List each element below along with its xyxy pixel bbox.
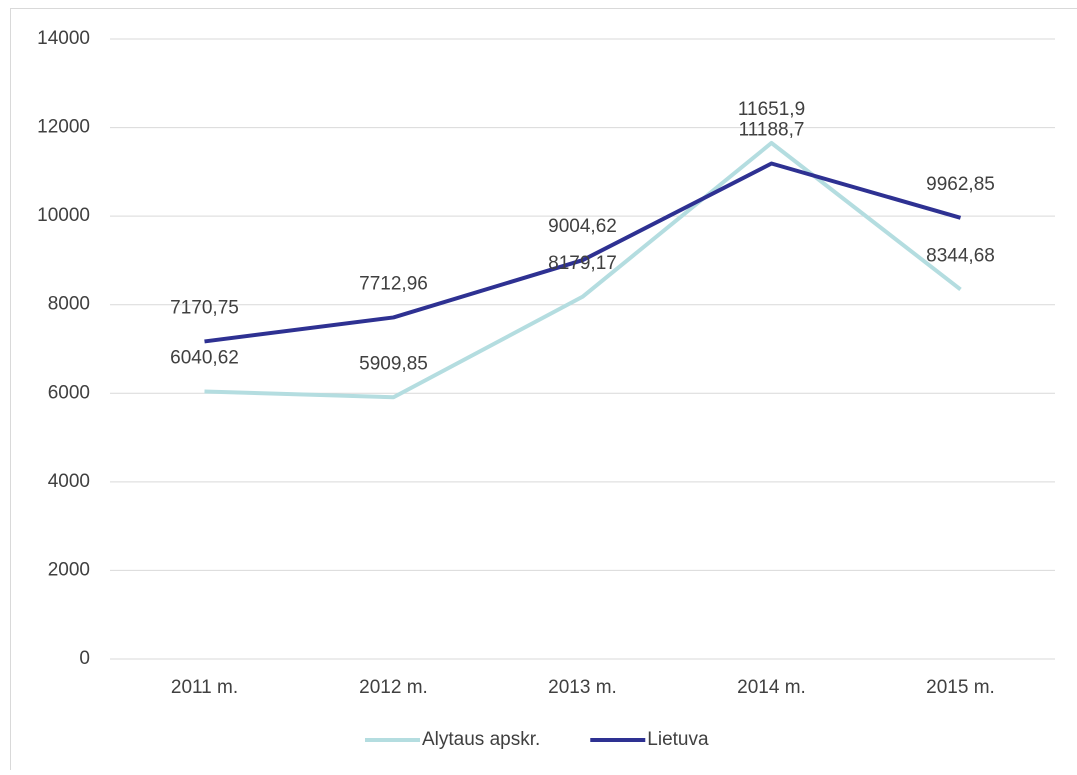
data-label: 7712,96 <box>359 273 428 294</box>
data-label: 9962,85 <box>926 174 995 195</box>
x-tick-label: 2011 m. <box>171 677 238 698</box>
y-tick-label: 14000 <box>37 28 90 49</box>
x-tick-label: 2013 m. <box>548 677 617 698</box>
y-tick-label: 4000 <box>48 471 90 492</box>
data-label: 7170,75 <box>170 297 239 318</box>
y-tick-label: 6000 <box>48 382 90 403</box>
data-label: 11651,9 <box>738 99 805 120</box>
data-label: 6040,62 <box>170 348 239 369</box>
data-label: 5909,85 <box>359 353 428 374</box>
data-label: 8344,68 <box>926 245 995 266</box>
legend-label: Alytaus apskr. <box>422 729 540 750</box>
y-tick-label: 2000 <box>48 559 90 580</box>
data-label: 11188,7 <box>739 120 805 141</box>
y-tick-label: 10000 <box>37 205 90 226</box>
chart-border <box>11 9 1077 771</box>
x-tick-label: 2012 m. <box>359 677 428 698</box>
data-label: 8179,17 <box>548 253 617 274</box>
legend-label: Lietuva <box>647 729 709 750</box>
y-tick-label: 0 <box>79 648 90 669</box>
y-tick-label: 12000 <box>37 117 90 138</box>
data-label: 9004,62 <box>548 216 617 237</box>
x-tick-label: 2014 m. <box>737 677 806 698</box>
x-tick-label: 2015 m. <box>926 677 995 698</box>
y-tick-label: 8000 <box>48 294 90 315</box>
